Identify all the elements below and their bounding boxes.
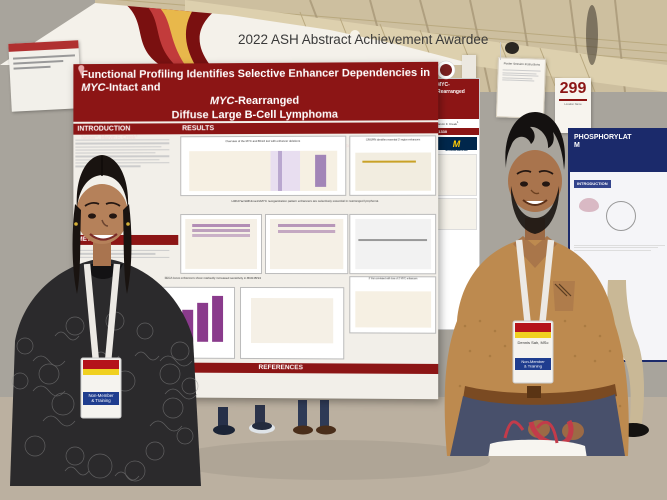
svg-text:& Training: & Training: [91, 398, 111, 403]
svg-text:Dennis Sah, MSc: Dennis Sah, MSc: [518, 340, 549, 345]
svg-text:& Training: & Training: [524, 364, 542, 369]
